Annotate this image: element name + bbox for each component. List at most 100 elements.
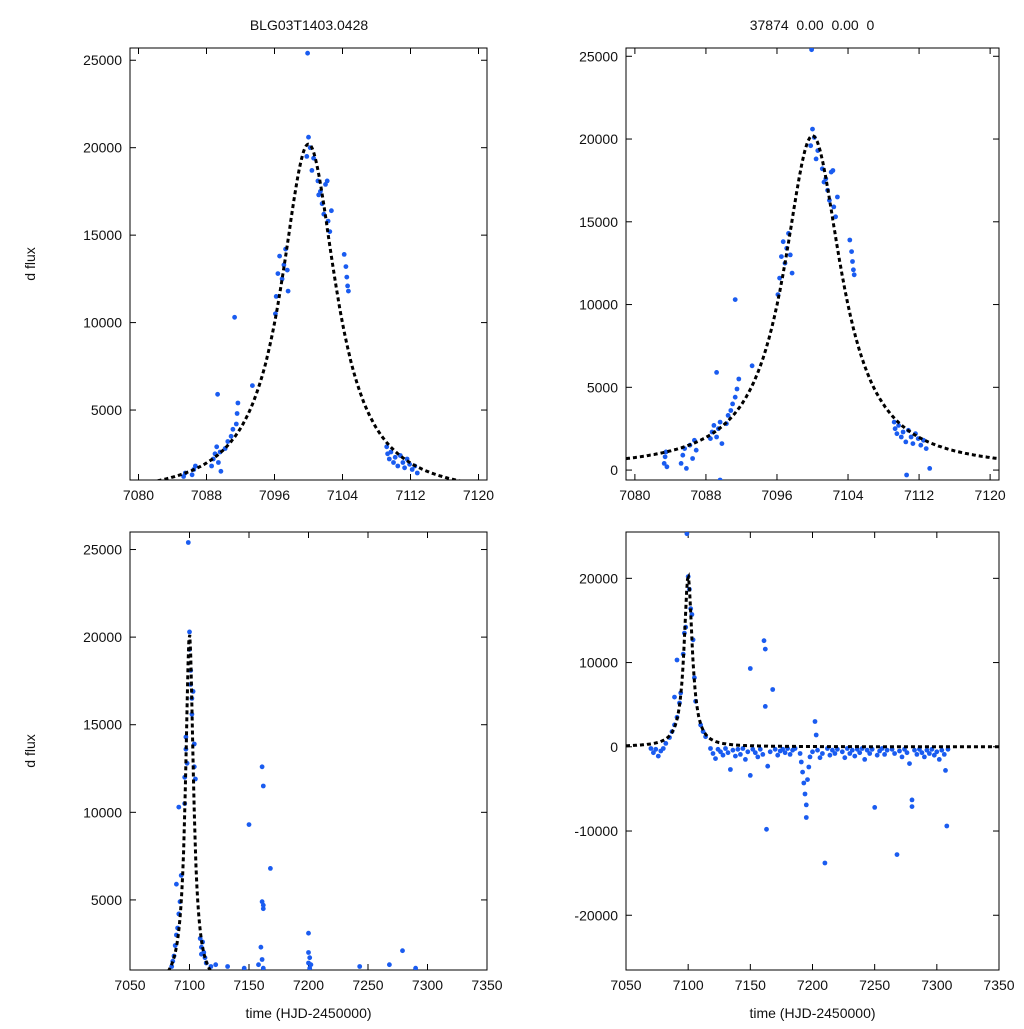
y-tick-label: 25000 — [83, 52, 122, 68]
data-point — [241, 965, 247, 970]
x-tick-label: 7250 — [352, 977, 383, 993]
data-point — [817, 755, 823, 761]
data-point — [708, 436, 713, 441]
data-point — [246, 822, 252, 827]
data-point — [782, 750, 788, 756]
data-point — [897, 748, 902, 754]
data-point — [857, 750, 863, 756]
data-point — [259, 764, 265, 770]
data-point — [256, 962, 261, 968]
data-point — [344, 274, 350, 280]
data-point — [209, 463, 215, 469]
data-point — [400, 460, 406, 465]
data-point — [842, 755, 848, 761]
data-point — [714, 370, 719, 375]
data-point — [284, 267, 290, 273]
data-point — [233, 421, 239, 427]
data-point — [341, 252, 347, 257]
data-point — [392, 454, 398, 460]
data-point — [309, 168, 315, 173]
x-tick-label: 7100 — [673, 977, 704, 993]
data-point — [674, 657, 680, 663]
y-tick-label: 20000 — [579, 131, 618, 147]
y-tick-label: 15000 — [83, 717, 122, 733]
x-tick-label: 7150 — [233, 977, 264, 993]
data-point — [357, 964, 363, 969]
data-point — [307, 955, 313, 961]
y-tick-label: 5000 — [91, 402, 122, 418]
data-point — [213, 962, 219, 968]
data-point — [922, 754, 927, 760]
panel-bottom-right: 7050 7100 7150 7200 7250 7300 7350 -20000 -10000… — [574, 531, 1015, 1021]
data-point — [772, 746, 778, 752]
data-point — [225, 964, 231, 969]
data-point — [809, 48, 814, 53]
y-tick-label: 0 — [610, 739, 618, 755]
data-point — [939, 747, 945, 753]
data-point — [693, 447, 699, 453]
data-point — [851, 272, 857, 278]
data-point — [812, 719, 818, 724]
data-point — [820, 751, 825, 756]
x-tick-label: 7050 — [114, 977, 145, 993]
data-point — [740, 746, 746, 751]
data-point — [757, 746, 763, 752]
data-point — [864, 747, 870, 753]
data-point — [230, 426, 236, 432]
data-point — [847, 237, 853, 243]
x-axis-label: time (HJD-2450000) — [245, 1005, 371, 1021]
data-point — [388, 449, 394, 455]
data-point — [896, 423, 901, 428]
plot-frame — [129, 47, 488, 481]
x-tick-label: 7096 — [259, 487, 290, 503]
data-point — [232, 314, 238, 320]
plot-frame — [129, 531, 488, 971]
data-point — [218, 468, 224, 474]
data-point — [852, 753, 858, 759]
data-point — [907, 761, 912, 766]
data-point — [923, 446, 929, 451]
data-point — [835, 194, 840, 200]
data-point — [260, 902, 266, 908]
data-point — [798, 759, 804, 765]
data-point — [833, 214, 838, 220]
data-point — [736, 376, 742, 382]
data-point — [806, 764, 812, 770]
data-point — [805, 777, 810, 782]
data-point — [934, 749, 940, 755]
data-point — [258, 944, 264, 950]
y-tick-label: 5000 — [91, 892, 122, 908]
y-tick-label: 0 — [610, 462, 618, 478]
x-tick-label: 7080 — [619, 487, 650, 503]
data-point — [762, 646, 768, 652]
data-point — [228, 433, 234, 439]
x-tick-label: 7088 — [690, 487, 721, 503]
x-tick-label: 7200 — [293, 977, 324, 993]
data-point — [849, 747, 855, 753]
data-point — [755, 754, 761, 760]
data-point — [324, 178, 330, 184]
data-point — [892, 426, 898, 432]
data-point — [874, 752, 880, 758]
data-point — [662, 454, 668, 460]
data-point — [936, 757, 942, 762]
panel-bottom-left: 7050 7100 7150 7200 7250 7300 7350 5000 10000 150… — [22, 531, 503, 1021]
data-point — [663, 741, 669, 746]
data-point — [904, 750, 910, 756]
data-point — [924, 747, 930, 753]
data-point — [268, 866, 273, 871]
title-right: 37874 0.00 0.00 0 — [750, 17, 875, 33]
data-point — [931, 752, 937, 758]
x-tick-label: 7104 — [327, 487, 358, 503]
data-point — [810, 126, 815, 132]
x-tick-label: 7100 — [174, 977, 205, 993]
data-point — [409, 467, 415, 472]
data-point — [718, 749, 723, 755]
data-point — [651, 750, 656, 756]
data-point — [678, 461, 684, 466]
data-point — [187, 629, 192, 635]
data-point — [413, 965, 418, 970]
data-point — [680, 452, 686, 458]
data-point — [815, 747, 820, 753]
